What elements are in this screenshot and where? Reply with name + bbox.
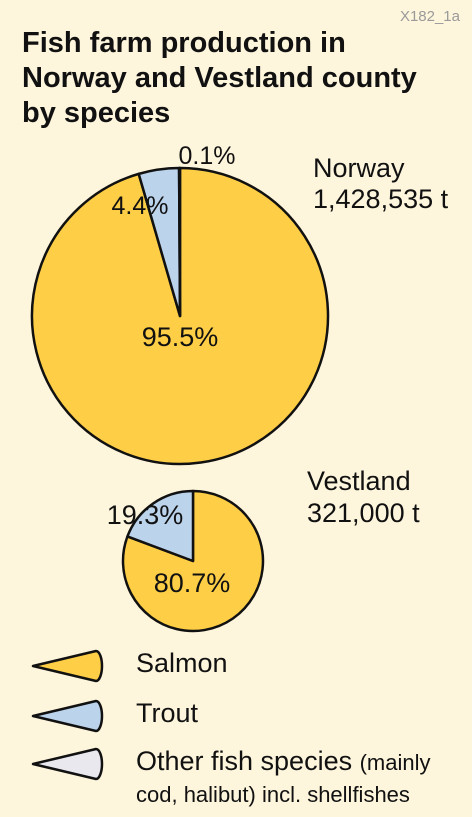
legend-other-swatch: [31, 747, 104, 781]
norway-slice-other: [177, 166, 182, 318]
vestland-trout-value-label: 19.3%: [107, 500, 184, 530]
vestland-total-label: 321,000 t: [307, 498, 420, 528]
legend-other-text: Other fish species (mainly cod, halibut)…: [136, 746, 460, 810]
norway-total-label: 1,428,535 t: [313, 184, 449, 214]
norway-name-label: Norway: [313, 153, 405, 183]
legend-other-note: (mainly cod, halibut) incl. shellfishes: [136, 750, 431, 807]
vestland-name-label: Vestland: [307, 466, 411, 496]
legend-item-salmon: Salmon: [30, 648, 460, 684]
vestland-slice-trout: [126, 489, 195, 563]
norway-other-value-label: 0.1%: [179, 142, 236, 170]
vestland-salmon-value-label: 80.7%: [154, 568, 231, 598]
pie-charts: Norway 1,428,535 t Vestland 321,000 t 95…: [30, 142, 449, 633]
legend-trout-swatch: [31, 699, 104, 733]
legend-trout-label: Trout: [136, 698, 199, 728]
legend-salmon-swatch: [31, 649, 104, 683]
pie-vestland: [121, 489, 265, 633]
chart-title: Fish farm production in Norway and Vestl…: [22, 27, 417, 129]
norway-trout-value-label: 4.4%: [112, 192, 169, 220]
legend-other-label: Other fish species: [136, 746, 353, 776]
pie-norway: [30, 166, 330, 466]
figure-code: X182_1a: [399, 8, 460, 25]
legend-salmon-label: Salmon: [136, 648, 228, 678]
legend-item-trout: Trout: [30, 698, 460, 734]
norway-salmon-value-label: 95.5%: [142, 322, 219, 352]
legend-item-other: Other fish species (mainly cod, halibut)…: [30, 746, 460, 810]
